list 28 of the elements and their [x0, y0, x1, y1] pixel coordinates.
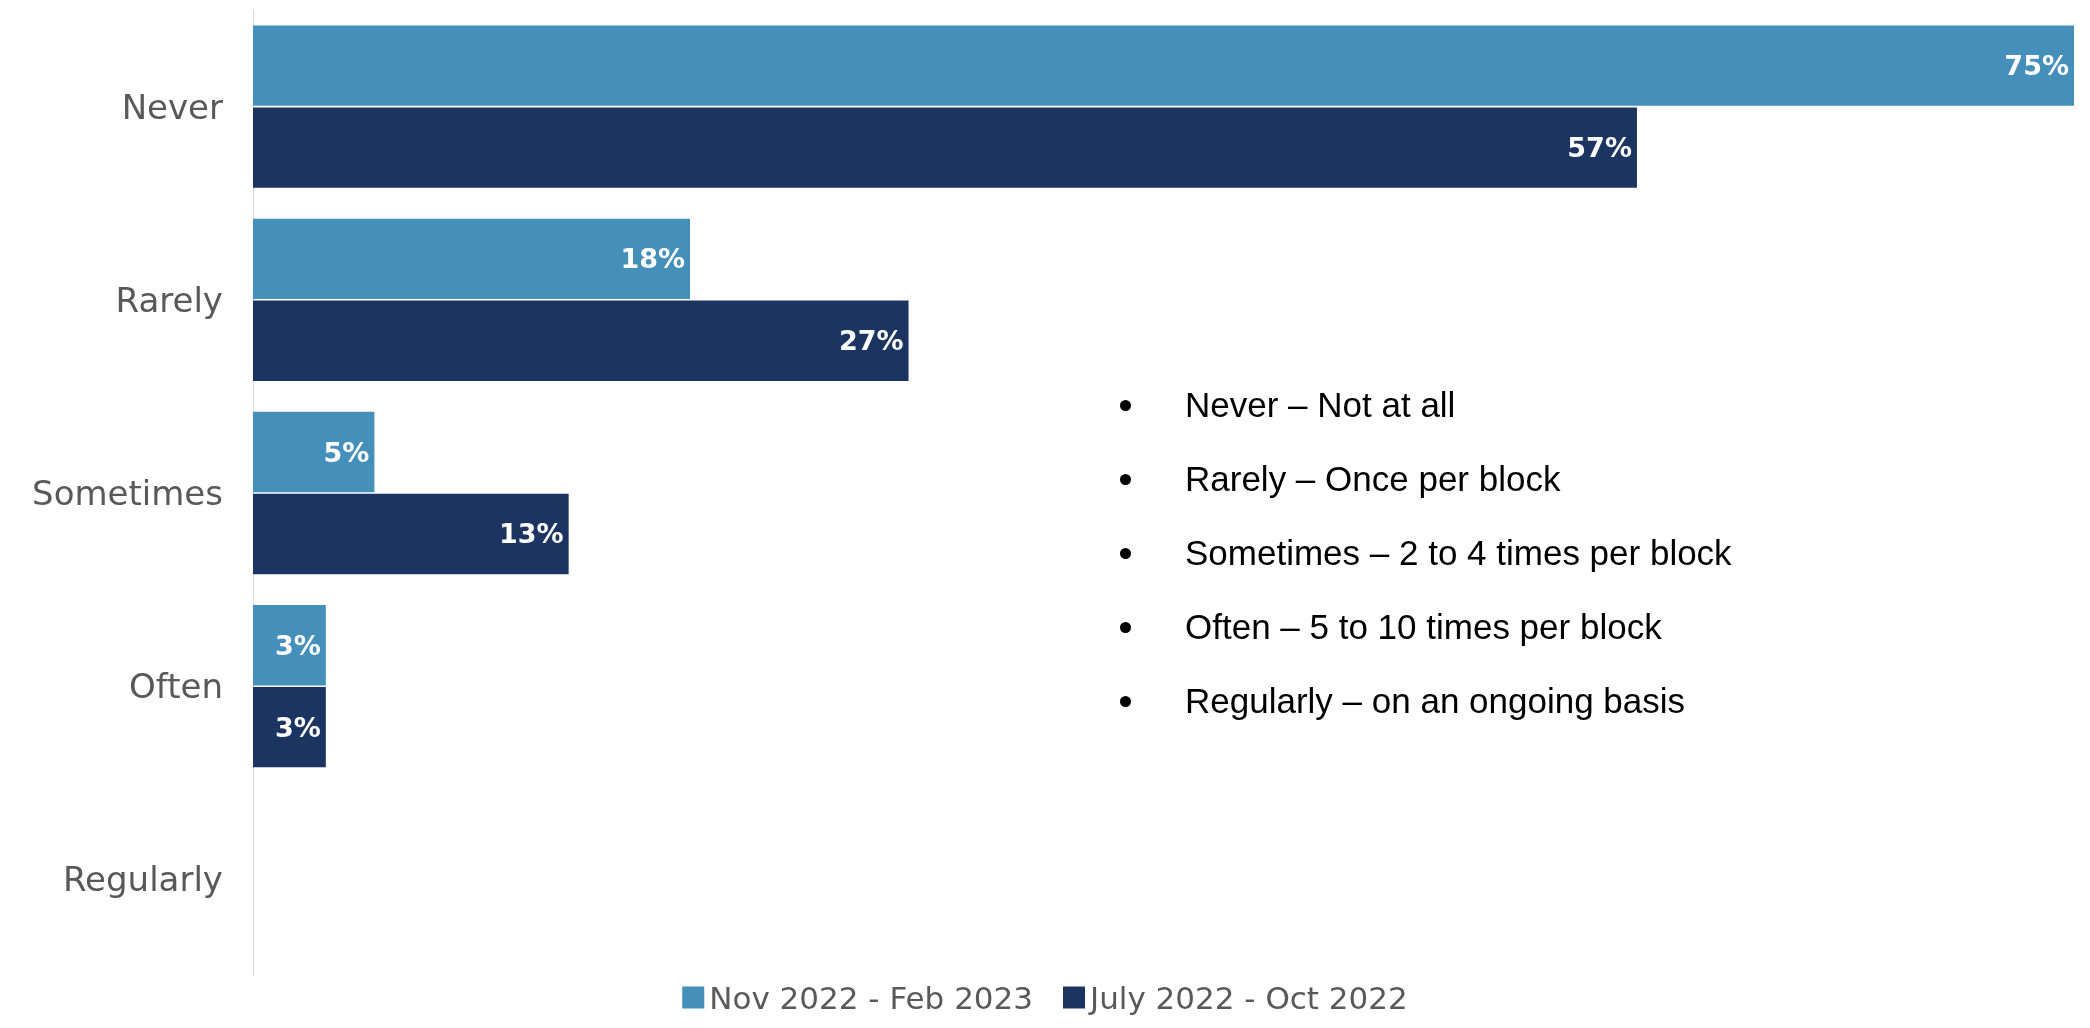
bar — [253, 218, 691, 299]
annotation: Regularly – on an ongoing basis — [1185, 681, 1686, 721]
y-tick-label: Rarely — [115, 279, 223, 320]
data-label: 57% — [1567, 132, 1632, 164]
legend-label: July 2022 - Oct 2022 — [1088, 979, 1408, 1016]
bar — [253, 411, 375, 493]
annotation: Never – Not at all — [1185, 385, 1456, 425]
annotation: Often – 5 to 10 times per block — [1185, 607, 1662, 647]
bar — [253, 300, 909, 381]
y-tick-label: Sometimes — [32, 473, 223, 513]
annotation: Sometimes – 2 to 4 times per block — [1185, 533, 1732, 573]
data-label: 18% — [620, 243, 686, 275]
y-tick-label: Never — [121, 86, 224, 127]
annotation: Rarely – Once per block — [1185, 459, 1561, 499]
bar — [253, 107, 1637, 188]
data-label: 27% — [838, 325, 904, 357]
legend-label: Nov 2022 - Feb 2023 — [709, 979, 1034, 1016]
data-label: 5% — [323, 436, 370, 468]
bar — [253, 687, 326, 768]
data-label: 3% — [275, 629, 321, 661]
data-label: 75% — [2004, 50, 2069, 82]
bar — [253, 605, 326, 686]
y-tick-label: Often — [129, 666, 223, 707]
data-label: 13% — [499, 518, 564, 550]
y-tick-label: Regularly — [63, 859, 223, 900]
bar — [253, 25, 2074, 106]
data-label: 3% — [275, 711, 321, 743]
bar — [253, 493, 569, 575]
